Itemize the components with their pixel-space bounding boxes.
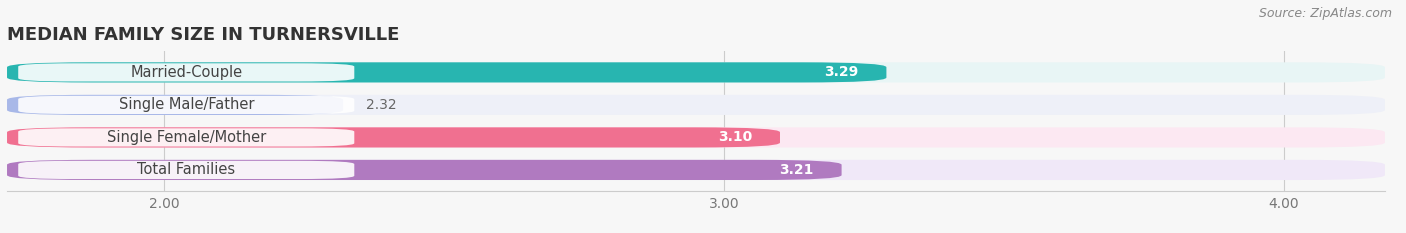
Text: Total Families: Total Families [138,162,235,177]
FancyBboxPatch shape [7,160,842,180]
FancyBboxPatch shape [18,128,354,147]
Text: Source: ZipAtlas.com: Source: ZipAtlas.com [1258,7,1392,20]
FancyBboxPatch shape [7,62,1385,82]
Text: MEDIAN FAMILY SIZE IN TURNERSVILLE: MEDIAN FAMILY SIZE IN TURNERSVILLE [7,26,399,44]
FancyBboxPatch shape [18,63,354,82]
Text: 2.32: 2.32 [366,98,396,112]
Text: 3.10: 3.10 [717,130,752,144]
Text: Married-Couple: Married-Couple [131,65,242,80]
FancyBboxPatch shape [7,127,1385,147]
FancyBboxPatch shape [18,161,354,179]
Text: 3.29: 3.29 [824,65,859,79]
FancyBboxPatch shape [7,95,1385,115]
Text: 3.21: 3.21 [779,163,814,177]
FancyBboxPatch shape [18,96,354,114]
Text: Single Male/Father: Single Male/Father [118,97,254,112]
FancyBboxPatch shape [7,160,1385,180]
FancyBboxPatch shape [7,95,343,115]
FancyBboxPatch shape [7,62,886,82]
FancyBboxPatch shape [7,127,780,147]
Text: Single Female/Mother: Single Female/Mother [107,130,266,145]
